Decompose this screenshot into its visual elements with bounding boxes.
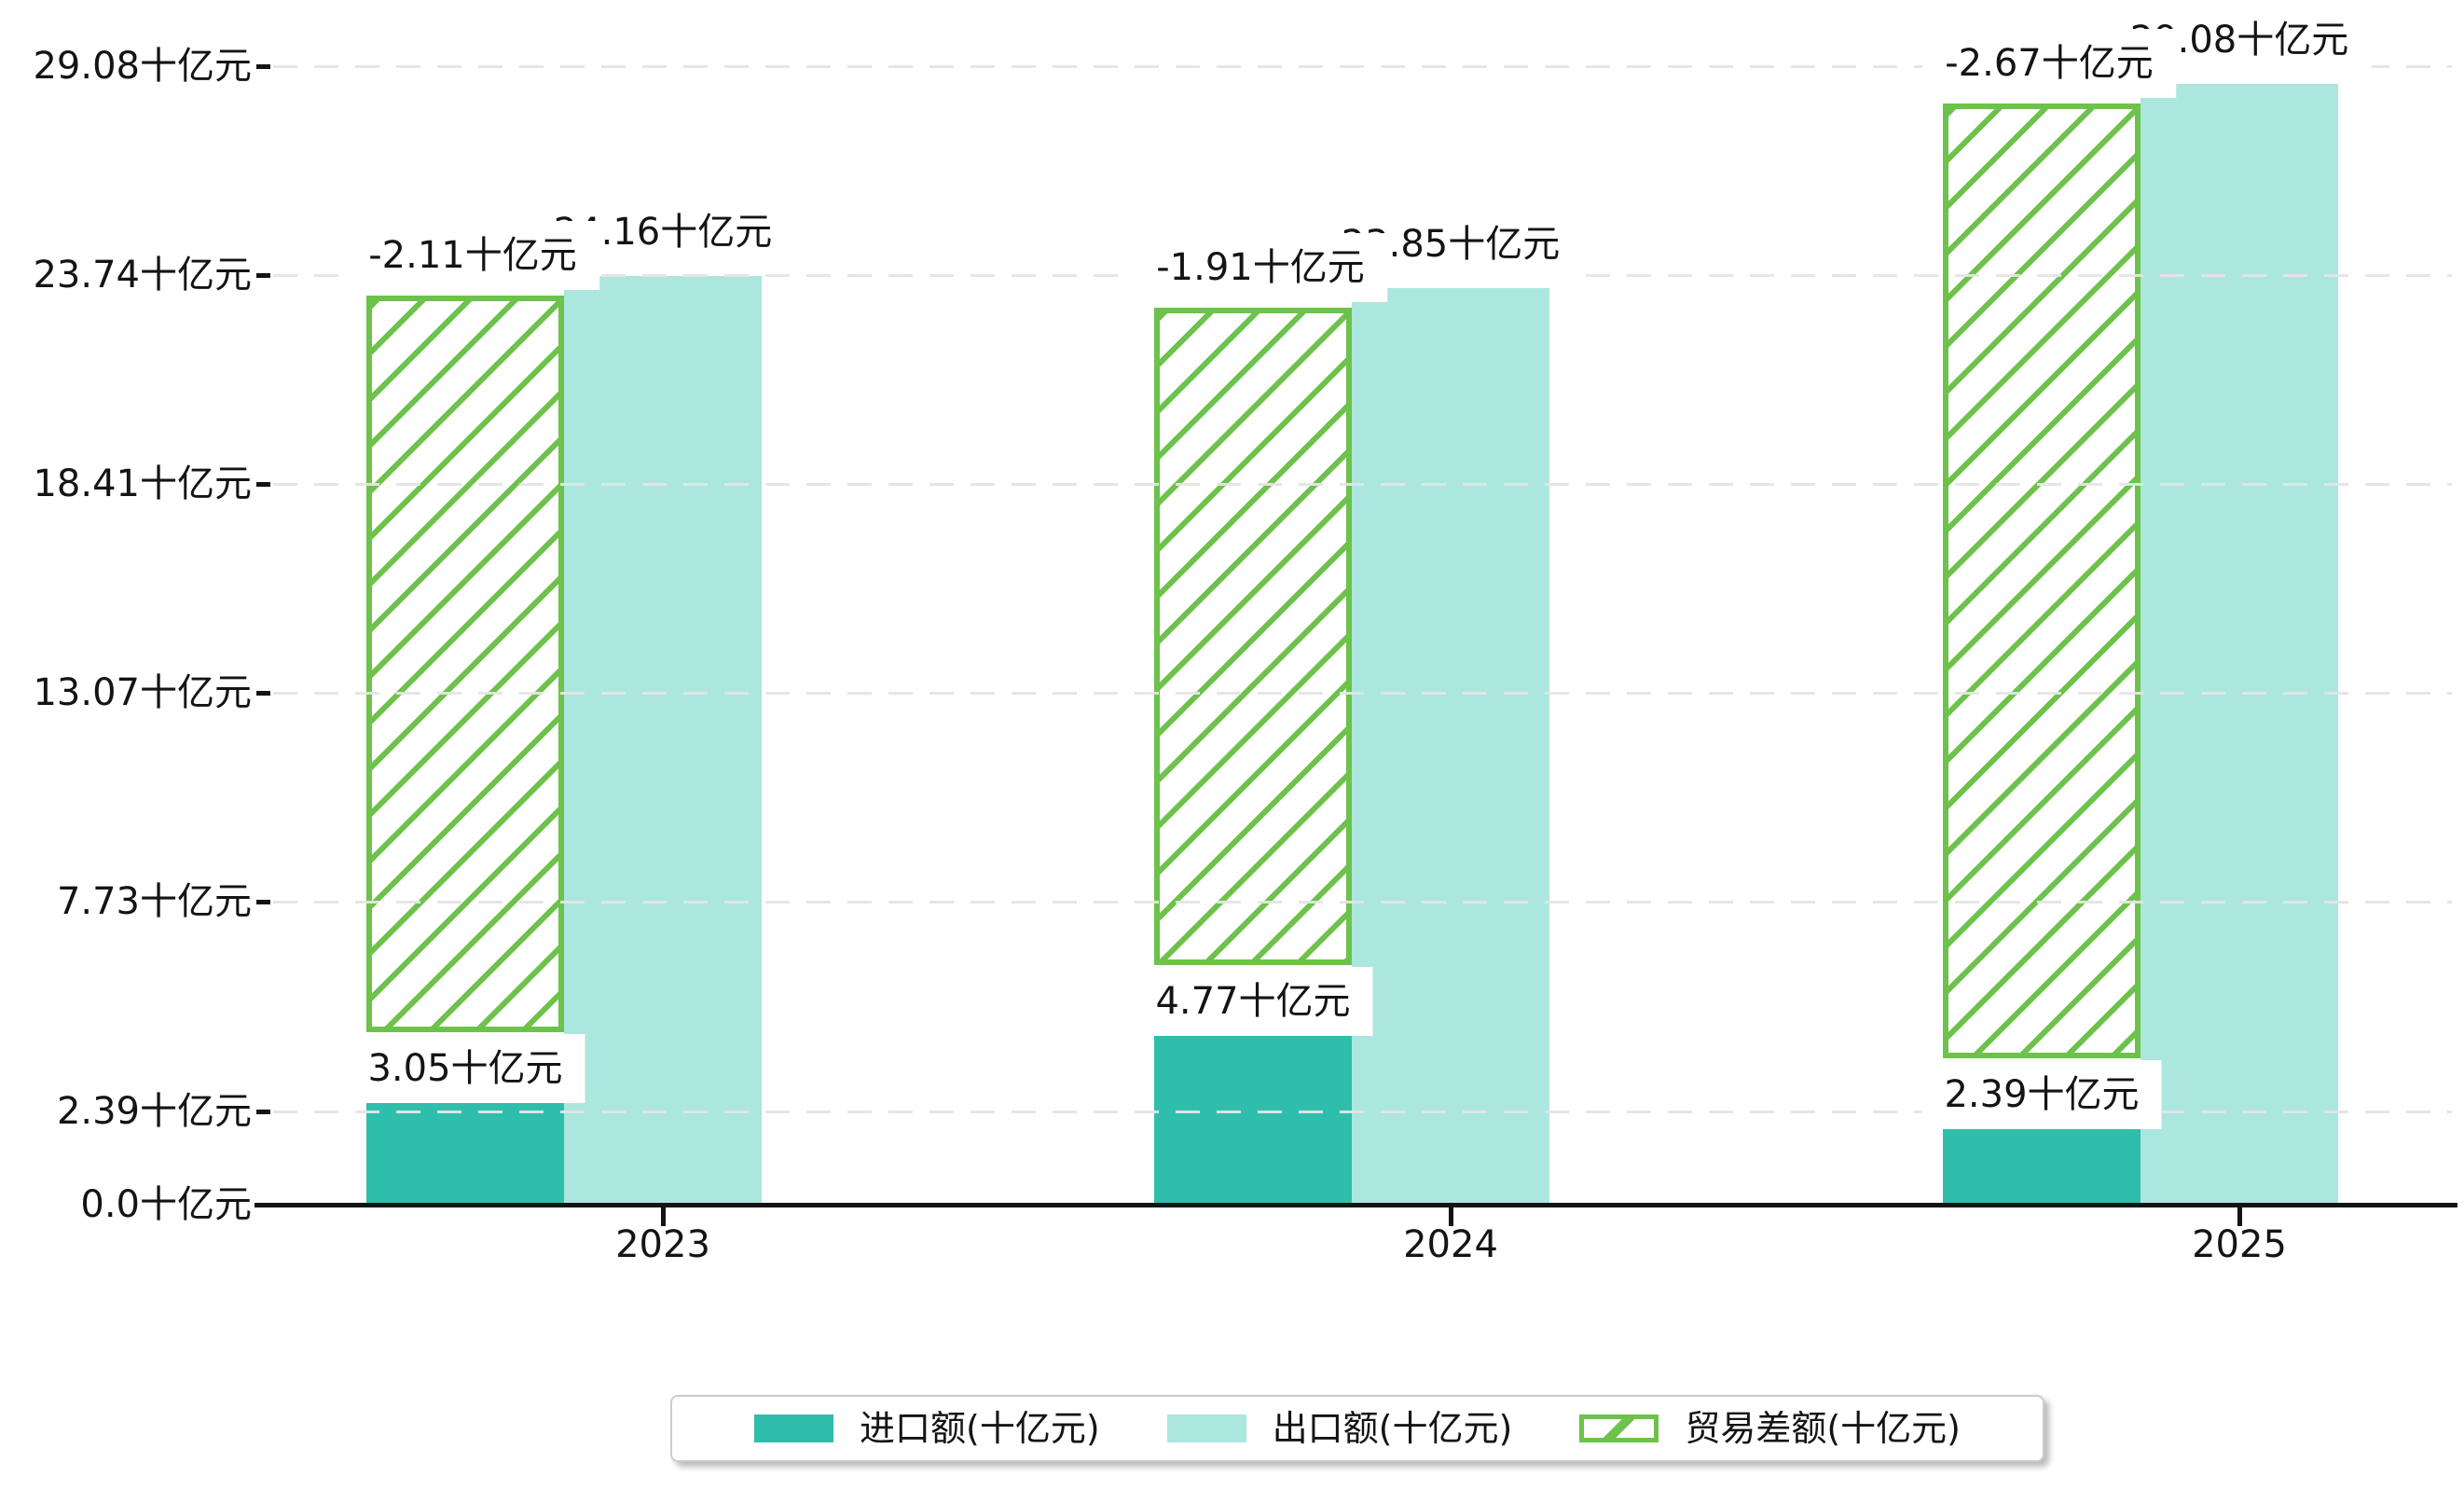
bar-balance-2025 xyxy=(1943,103,2141,1058)
bar-import-2024 xyxy=(1154,1035,1352,1207)
annotation-import-2024: 4.77十亿元 xyxy=(1133,966,1373,1036)
legend-item-export: 出口额(十亿元) xyxy=(1166,1408,1513,1449)
y-tick-18.41 xyxy=(256,481,270,487)
y-axis-label-7.73: 7.73十亿元 xyxy=(56,880,252,924)
x-axis-line xyxy=(255,1203,2457,1207)
bar-export-2025 xyxy=(2141,83,2338,1207)
gridline-29.08 xyxy=(273,64,2452,68)
gridline-7.73 xyxy=(273,901,2452,904)
y-axis-label-13.07: 13.07十亿元 xyxy=(33,671,252,715)
annotation-import-2025: 2.39十亿元 xyxy=(1921,1059,2162,1129)
y-tick-29.08 xyxy=(256,63,270,69)
x-tick-2025 xyxy=(2237,1207,2242,1226)
bar-import-2023 xyxy=(366,1102,564,1207)
export-swatch-icon xyxy=(1166,1414,1246,1442)
y-axis-label-18.41: 18.41十亿元 xyxy=(33,462,252,505)
gridline-13.07 xyxy=(273,692,2452,696)
legend-item-balance: 贸易差额(十亿元) xyxy=(1579,1408,1961,1449)
annotation-balance-2025: -2.67十亿元 xyxy=(1922,28,2176,98)
import-swatch-icon xyxy=(754,1414,834,1442)
legend-balance-label: 贸易差额(十亿元) xyxy=(1685,1408,1961,1449)
annotation-balance-2024: -1.91十亿元 xyxy=(1134,233,1387,303)
balance-swatch-icon xyxy=(1579,1414,1659,1442)
y-tick-2.39 xyxy=(256,1109,270,1114)
y-axis-label-2.39: 2.39十亿元 xyxy=(56,1089,252,1133)
y-tick-23.74 xyxy=(256,272,270,278)
legend-item-import: 进口额(十亿元) xyxy=(754,1408,1100,1449)
y-axis-label-0: 0.0十亿元 xyxy=(80,1183,252,1226)
annotation-balance-2023: -2.11十亿元 xyxy=(346,221,599,291)
y-tick-7.73 xyxy=(256,900,270,905)
bar-export-2024 xyxy=(1352,288,1549,1207)
x-tick-2023 xyxy=(661,1207,666,1226)
bar-balance-2024 xyxy=(1154,308,1352,965)
gridline-2.39 xyxy=(273,1110,2452,1113)
x-tick-2024 xyxy=(1449,1207,1453,1226)
annotation-import-2023: 3.05十亿元 xyxy=(345,1033,585,1103)
bar-import-2025 xyxy=(1943,1128,2141,1207)
x-axis-label-2023: 2023 xyxy=(615,1223,710,1266)
gridline-18.41 xyxy=(273,482,2452,486)
x-axis-label-2024: 2024 xyxy=(1403,1223,1498,1266)
legend-import-label: 进口额(十亿元) xyxy=(860,1408,1100,1449)
bar-export-2023 xyxy=(564,276,762,1207)
chart-legend: 进口额(十亿元) 出口额(十亿元) 贸易差额(十亿元) xyxy=(670,1395,2044,1462)
legend-export-label: 出口额(十亿元) xyxy=(1272,1408,1513,1449)
y-axis-label-29.08: 29.08十亿元 xyxy=(33,44,252,88)
y-tick-13.07 xyxy=(256,691,270,697)
y-axis-label-23.74: 23.74十亿元 xyxy=(33,253,252,297)
x-axis-label-2025: 2025 xyxy=(2192,1223,2287,1266)
bar-balance-2023 xyxy=(366,296,564,1032)
